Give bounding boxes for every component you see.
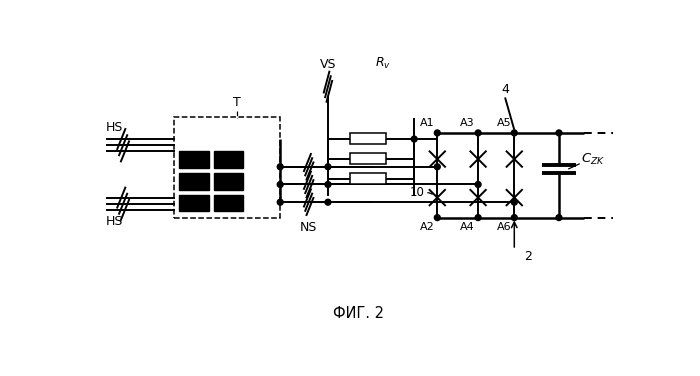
FancyBboxPatch shape: [174, 117, 280, 218]
Bar: [214, 173, 244, 190]
Circle shape: [435, 164, 440, 170]
Bar: [349, 173, 386, 185]
Circle shape: [277, 199, 283, 205]
Text: 2: 2: [524, 250, 532, 262]
Bar: [349, 133, 386, 144]
Text: NS: NS: [300, 221, 317, 233]
Text: A4: A4: [461, 222, 475, 232]
Circle shape: [512, 215, 517, 221]
Circle shape: [435, 130, 440, 136]
Text: VS: VS: [320, 58, 336, 71]
Circle shape: [325, 164, 331, 170]
Text: 4: 4: [501, 83, 509, 96]
Bar: [179, 173, 209, 190]
Circle shape: [512, 130, 517, 136]
Bar: [179, 194, 209, 211]
Bar: [179, 152, 209, 168]
Text: A5: A5: [496, 118, 511, 128]
Circle shape: [277, 182, 283, 187]
Text: A6: A6: [496, 222, 511, 232]
Circle shape: [556, 215, 562, 221]
Text: A1: A1: [419, 118, 434, 128]
Bar: [214, 152, 244, 168]
Circle shape: [556, 130, 562, 136]
Text: 10: 10: [410, 186, 424, 199]
Circle shape: [512, 199, 517, 205]
Circle shape: [325, 199, 331, 205]
Text: ФИГ. 2: ФИГ. 2: [333, 306, 384, 321]
Text: $C_{ZK}$: $C_{ZK}$: [580, 152, 605, 167]
Circle shape: [475, 215, 481, 221]
Circle shape: [325, 182, 331, 187]
Circle shape: [277, 164, 283, 170]
Circle shape: [412, 136, 417, 142]
Text: A3: A3: [461, 118, 475, 128]
Text: HS: HS: [106, 215, 124, 228]
Text: $R_v$: $R_v$: [375, 56, 391, 71]
Text: A2: A2: [419, 222, 434, 232]
Bar: [214, 194, 244, 211]
Bar: [349, 153, 386, 164]
Text: T: T: [233, 96, 241, 109]
Circle shape: [475, 130, 481, 136]
Circle shape: [435, 215, 440, 221]
Circle shape: [475, 182, 481, 187]
Text: HS: HS: [106, 121, 124, 135]
